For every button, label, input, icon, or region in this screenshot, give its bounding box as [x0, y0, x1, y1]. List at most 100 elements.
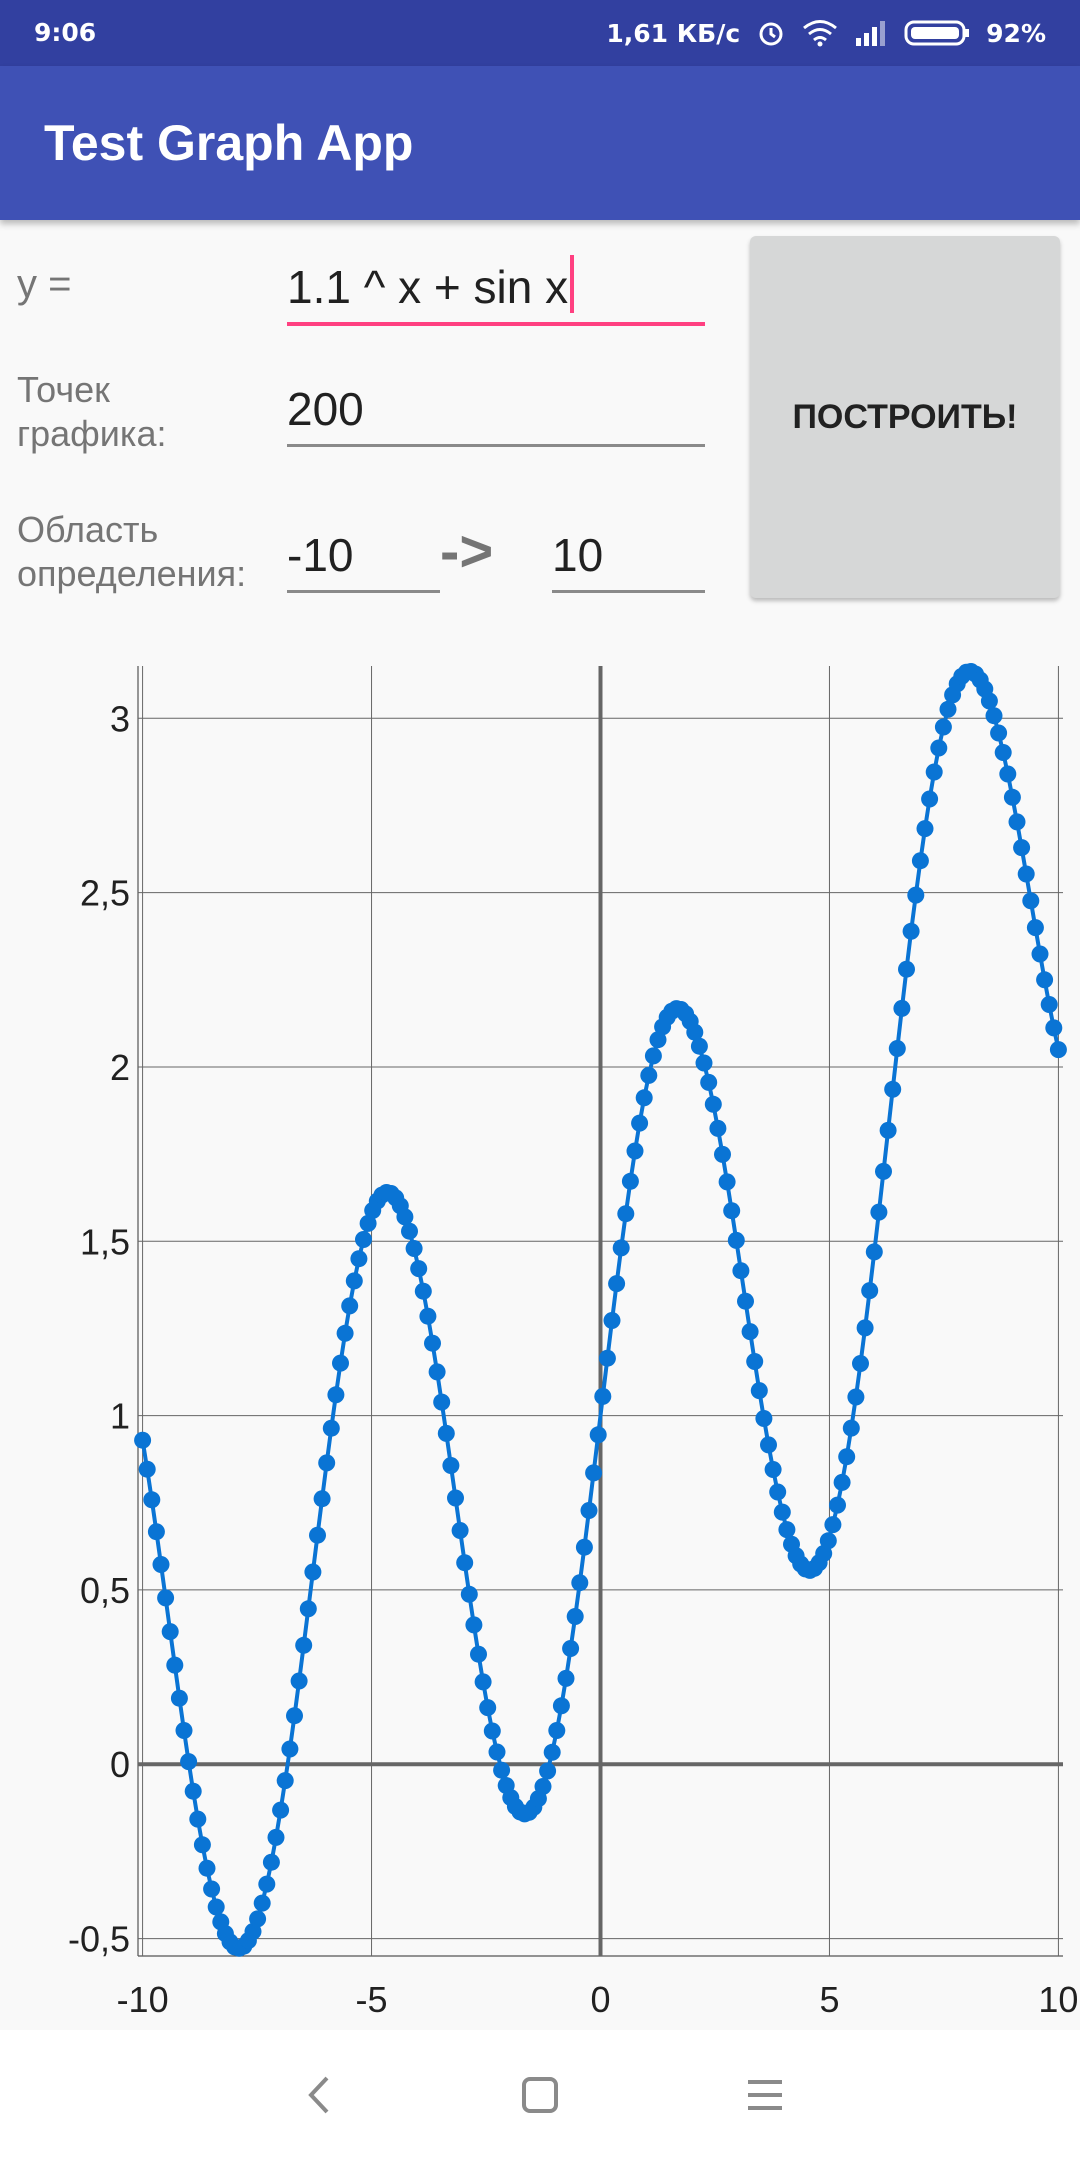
- function-input-value: 1.1 ^ x + sin x: [287, 255, 575, 314]
- data-point: [888, 1040, 906, 1057]
- domain-label: Область определения:: [17, 508, 246, 596]
- data-point: [479, 1699, 497, 1717]
- data-point: [764, 1461, 782, 1478]
- build-button[interactable]: ПОСТРОИТЬ!: [750, 236, 1060, 598]
- data-point: [313, 1490, 331, 1508]
- data-point: [723, 1202, 741, 1220]
- data-point: [1036, 971, 1054, 989]
- data-point: [626, 1142, 644, 1160]
- data-point: [262, 1853, 280, 1871]
- data-point: [309, 1526, 326, 1544]
- function-field[interactable]: 1.1 ^ x + sin x: [287, 236, 705, 326]
- data-point: [534, 1778, 552, 1795]
- data-point: [856, 1319, 874, 1337]
- data-point: [548, 1722, 566, 1739]
- data-point: [870, 1203, 888, 1221]
- data-point: [267, 1828, 285, 1846]
- data-point: [994, 744, 1012, 761]
- data-point: [543, 1743, 561, 1761]
- data-point: [829, 1496, 846, 1514]
- domain-from-field[interactable]: -10: [287, 506, 440, 593]
- data-point: [552, 1697, 570, 1715]
- points-field[interactable]: 200: [287, 356, 705, 447]
- data-point: [147, 1523, 165, 1541]
- data-point: [769, 1483, 787, 1501]
- data-point: [589, 1426, 607, 1444]
- data-point: [907, 886, 925, 904]
- data-point: [1031, 945, 1049, 963]
- data-point: [833, 1473, 851, 1491]
- back-icon[interactable]: [295, 2070, 345, 2120]
- data-point: [483, 1722, 501, 1740]
- battery-percent: 92%: [986, 18, 1046, 48]
- data-point: [557, 1669, 575, 1687]
- status-bar: 9:06 1,61 КБ/с 92%: [0, 0, 1080, 66]
- points-input-value: 200: [287, 383, 364, 435]
- data-point: [746, 1353, 764, 1370]
- data-point: [175, 1722, 193, 1739]
- data-point: [980, 692, 998, 710]
- data-point: [865, 1243, 883, 1261]
- data-point: [575, 1538, 593, 1556]
- data-point: [193, 1836, 211, 1854]
- home-icon[interactable]: [515, 2070, 565, 2120]
- menu-icon[interactable]: [740, 2070, 790, 2120]
- data-point: [470, 1645, 487, 1663]
- data-point: [861, 1282, 879, 1300]
- data-point: [336, 1324, 354, 1342]
- axes: [138, 666, 1063, 1956]
- data-point: [299, 1600, 317, 1618]
- data-point: [838, 1448, 856, 1466]
- data-point: [460, 1585, 478, 1603]
- data-point: [396, 1208, 414, 1226]
- domain-to-value: 10: [552, 529, 604, 581]
- data-point: [686, 1023, 704, 1041]
- data-point: [493, 1761, 511, 1779]
- data-point: [189, 1810, 207, 1828]
- data-point: [276, 1772, 294, 1790]
- function-label: y =: [17, 262, 72, 306]
- app-title: Test Graph App: [44, 115, 414, 171]
- y-tick-label: 1: [110, 1396, 130, 1437]
- function-graph[interactable]: -10 -5 0 5 10 -0,5 0 0,5 1 1,5 2 2,5 3: [0, 640, 1080, 2030]
- y-tick-label: 0,5: [80, 1570, 130, 1611]
- y-tick-label: 1,5: [80, 1221, 130, 1262]
- signal-icon: [854, 20, 888, 46]
- data-point: [281, 1740, 299, 1758]
- data-point: [318, 1454, 336, 1472]
- data-point: [170, 1689, 188, 1707]
- data-point: [930, 739, 948, 757]
- data-point: [921, 790, 939, 808]
- domain-to-field[interactable]: 10: [552, 506, 705, 593]
- data-point: [401, 1222, 418, 1240]
- data-point: [985, 707, 1003, 725]
- data-point: [451, 1522, 469, 1539]
- data-point: [690, 1037, 708, 1055]
- wifi-icon: [802, 19, 838, 47]
- data-point: [617, 1205, 635, 1223]
- data-point: [847, 1388, 865, 1406]
- data-point: [442, 1457, 460, 1474]
- data-point: [852, 1355, 869, 1372]
- series-plot: [134, 663, 1067, 1957]
- data-point: [631, 1114, 649, 1132]
- data-point: [778, 1521, 796, 1539]
- data-point: [640, 1066, 658, 1084]
- data-point: [253, 1894, 271, 1912]
- data-point: [405, 1240, 423, 1257]
- data-point: [161, 1623, 179, 1641]
- data-point: [893, 999, 911, 1017]
- data-point: [198, 1859, 216, 1877]
- data-point: [603, 1312, 621, 1329]
- x-tick-label: -5: [356, 1979, 388, 2020]
- data-point: [621, 1172, 639, 1190]
- data-point: [773, 1503, 791, 1521]
- data-point: [474, 1673, 492, 1691]
- data-point: [332, 1354, 349, 1372]
- data-point: [290, 1672, 308, 1690]
- data-point: [718, 1173, 736, 1191]
- network-speed: 1,61 КБ/с: [606, 18, 741, 48]
- data-point: [488, 1743, 506, 1761]
- domain-arrow: ->: [440, 519, 494, 584]
- data-point: [203, 1880, 221, 1898]
